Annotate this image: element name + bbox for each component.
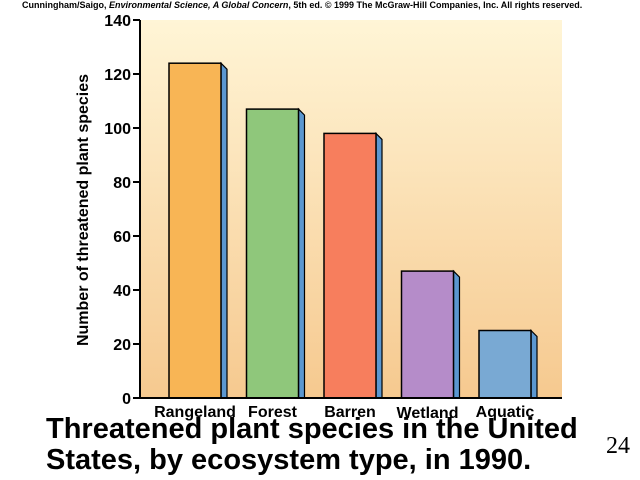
x-tick-label: Wetland <box>397 405 459 422</box>
y-tick-label: 0 <box>122 391 131 408</box>
x-tick-label: Barren <box>324 404 376 421</box>
bar-shadow <box>375 131 383 399</box>
figure-caption: Threatened plant species in the United S… <box>46 413 578 476</box>
y-tick-label: 100 <box>104 121 131 138</box>
y-tick-label: 120 <box>104 67 131 84</box>
bar-rangeland <box>168 62 222 399</box>
bar-shadow <box>452 269 461 399</box>
y-tick-label: 20 <box>113 337 131 354</box>
page-number: 24 <box>606 433 630 459</box>
bar-forest <box>245 108 300 399</box>
bar-wetland <box>400 270 455 399</box>
x-tick-label: Rangeland <box>154 404 236 421</box>
bar-shadow <box>530 329 538 399</box>
copyright-credit: Cunningham/Saigo, Environmental Science,… <box>22 0 583 10</box>
y-axis-label: Number of threatened plant species <box>75 74 92 346</box>
x-tick-label: Aquatic <box>476 404 535 421</box>
bar-shadow <box>220 61 228 399</box>
y-tick-label: 60 <box>113 229 131 246</box>
y-tick-label: 40 <box>113 283 131 300</box>
bar-barren <box>323 132 377 399</box>
y-tick-label: 80 <box>113 175 131 192</box>
bar-shadow <box>297 107 306 399</box>
x-tick-label: Forest <box>248 404 298 421</box>
bar-aquatic <box>478 329 532 399</box>
y-tick-label: 140 <box>104 13 131 30</box>
